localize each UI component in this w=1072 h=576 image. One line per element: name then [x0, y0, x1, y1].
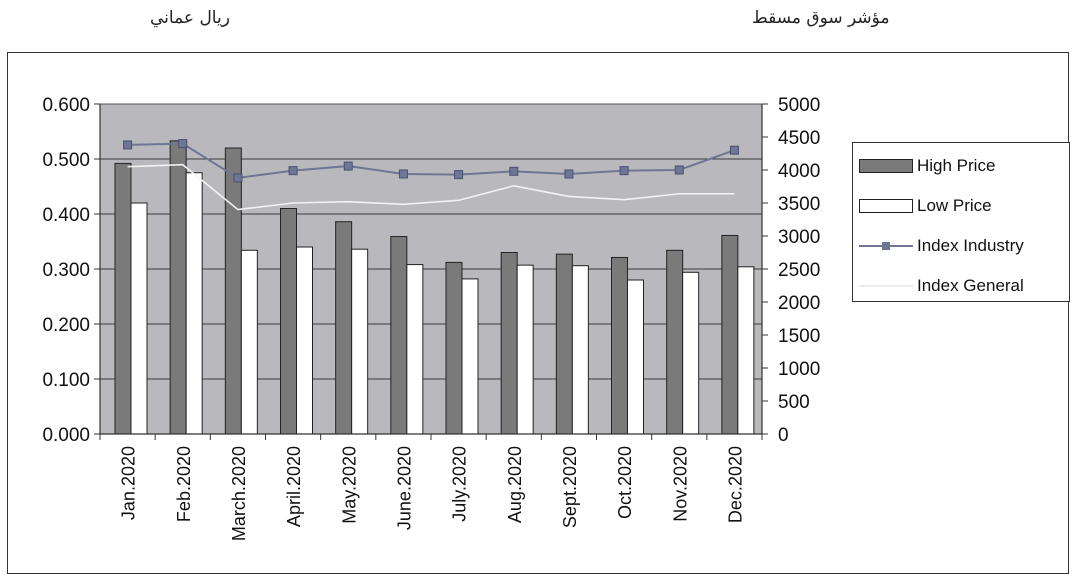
category-label: Dec.2020	[725, 446, 745, 523]
left-tick-label: 0.400	[42, 205, 90, 226]
category-label: Jan.2020	[119, 446, 139, 520]
high-price-bar	[390, 236, 408, 435]
right-tick-label: 5000	[778, 95, 820, 116]
series-lines	[123, 139, 739, 211]
legend-label: Low Price	[917, 196, 992, 215]
right-tick-label: 3000	[778, 227, 820, 248]
high-price-bar	[666, 249, 684, 435]
category-label: June.2020	[394, 446, 414, 530]
category-label: May.2020	[339, 446, 359, 524]
left-tick-label: 0.100	[42, 370, 90, 391]
right-tick-label: 3500	[778, 194, 820, 215]
index-industry-marker	[288, 166, 298, 176]
category-label: Aug.2020	[505, 446, 525, 523]
right-tick-label: 1500	[778, 326, 820, 347]
index-industry-marker	[343, 161, 353, 171]
category-label: Feb.2020	[174, 446, 194, 522]
right-tick-label: 2000	[778, 293, 820, 314]
high-price-bar	[721, 234, 739, 435]
left-tick-label: 0.600	[42, 95, 90, 116]
index-industry-marker	[454, 170, 464, 180]
index-industry-marker	[178, 139, 188, 149]
legend-label: Index Industry	[917, 236, 1024, 255]
grid-lines	[100, 158, 762, 380]
index-industry-marker	[564, 169, 574, 179]
legend-item: Index Industry	[859, 235, 1024, 257]
index-industry-marker	[619, 166, 629, 176]
right-tick-label: 500	[778, 392, 810, 413]
category-label: Oct.2020	[615, 446, 635, 519]
right-tick-label: 4000	[778, 161, 820, 182]
category-label: July.2020	[450, 446, 470, 522]
right-tick-label: 4500	[778, 128, 820, 149]
index-industry-marker	[509, 166, 519, 176]
legend-item: High Price	[859, 155, 995, 177]
high-price-bar	[445, 261, 463, 435]
legend-label: Index General	[917, 276, 1024, 295]
right-axis-title: مؤشر سوق مسقط	[752, 8, 890, 28]
axes: 0.000 0.100 0.200 0.300 0.400 0.500 0.600 0 500 1…	[42, 95, 820, 541]
legend-swatch	[859, 199, 913, 213]
high-price-bar	[555, 253, 573, 435]
high-price-bar	[280, 208, 297, 435]
legend-swatch	[859, 239, 913, 253]
right-tick-label: 1000	[778, 359, 820, 380]
low-price-bar	[571, 265, 589, 435]
legend: High Price Low Price Index Industry Index G…	[852, 142, 1070, 302]
legend-item: Index General	[859, 275, 1024, 297]
index-industry-line	[127, 142, 735, 179]
legend-label: High Price	[917, 156, 996, 175]
index-general-line	[127, 163, 735, 211]
left-tick-label: 0.300	[42, 260, 90, 281]
index-industry-marker	[729, 145, 739, 155]
category-label: Sept.2020	[560, 446, 580, 528]
high-price-bar	[114, 162, 132, 435]
index-industry-marker	[233, 173, 243, 183]
low-price-bar	[406, 264, 424, 435]
legend-swatch	[859, 159, 913, 173]
category-label: Nov.2020	[670, 446, 690, 522]
high-price-bar	[224, 147, 242, 435]
low-price-bar	[240, 249, 258, 435]
low-price-bar	[296, 246, 313, 435]
legend-swatch	[859, 279, 913, 293]
high-price-bar	[169, 140, 187, 435]
low-price-bar	[185, 172, 203, 435]
category-label: April.2020	[284, 446, 304, 527]
right-tick-label: 2500	[778, 260, 820, 281]
left-tick-label: 0.000	[42, 425, 90, 446]
left-axis-unit: ريال عماني	[150, 8, 230, 28]
category-label: March.2020	[229, 446, 249, 541]
right-tick-label: 0	[778, 425, 789, 446]
low-price-bar	[130, 202, 148, 435]
low-price-bar	[351, 248, 369, 435]
left-tick-label: 0.500	[42, 150, 90, 171]
low-price-bar	[627, 279, 644, 435]
index-industry-marker	[674, 165, 684, 175]
chart-frame	[7, 52, 1069, 574]
low-price-bar	[516, 264, 534, 435]
high-price-bar	[500, 252, 518, 435]
low-price-bar	[461, 278, 479, 435]
high-price-bar	[611, 256, 628, 435]
index-industry-marker	[123, 140, 133, 150]
high-price-bar	[335, 221, 353, 435]
low-price-bar	[682, 271, 700, 435]
low-price-bar	[737, 266, 755, 435]
left-tick-label: 0.200	[42, 315, 90, 336]
index-industry-marker	[398, 169, 408, 179]
legend-item: Low Price	[859, 195, 992, 217]
